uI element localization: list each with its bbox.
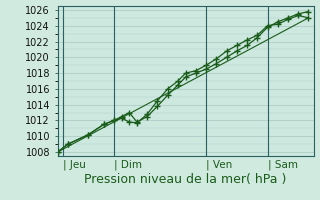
X-axis label: Pression niveau de la mer( hPa ): Pression niveau de la mer( hPa ) (84, 173, 287, 186)
Text: | Jeu: | Jeu (63, 160, 85, 170)
Text: | Dim: | Dim (114, 160, 142, 170)
Text: | Ven: | Ven (206, 160, 232, 170)
Text: | Sam: | Sam (268, 160, 298, 170)
